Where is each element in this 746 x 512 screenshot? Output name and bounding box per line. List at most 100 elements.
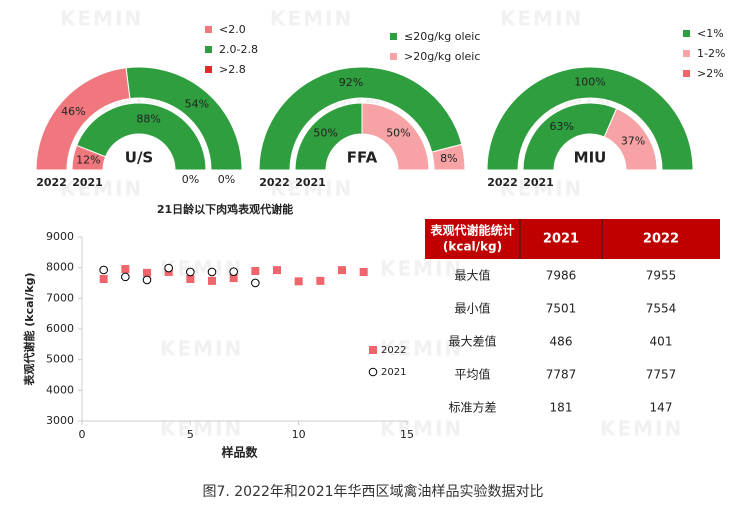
ring-label: 2021 bbox=[295, 176, 326, 189]
point bbox=[121, 265, 130, 274]
table-cell: 平均值 bbox=[454, 367, 490, 382]
value-label: 63% bbox=[549, 120, 573, 133]
value-label: 88% bbox=[136, 112, 160, 125]
legend-swatch bbox=[205, 26, 212, 33]
legend-swatch bbox=[683, 30, 690, 37]
chart-title: 21日龄以下肉鸡表观代谢能 bbox=[157, 202, 293, 216]
legend-label: <1% bbox=[697, 27, 724, 40]
gauge-segment bbox=[361, 102, 430, 171]
legend-swatch bbox=[390, 33, 397, 40]
point bbox=[251, 267, 260, 276]
legend-label: 1-2% bbox=[697, 47, 725, 60]
point bbox=[359, 267, 368, 276]
table-cell: 7554 bbox=[646, 302, 677, 316]
gauge-segment bbox=[258, 66, 463, 171]
point bbox=[294, 277, 303, 286]
value-label: 37% bbox=[621, 135, 645, 148]
y-tick-label: 7000 bbox=[46, 291, 74, 304]
y-tick-label: 5000 bbox=[46, 353, 74, 366]
table-cell: 最大值 bbox=[454, 268, 490, 283]
gauge-segment bbox=[486, 66, 694, 171]
legend-swatch bbox=[683, 50, 690, 57]
value-label: 0% bbox=[182, 173, 199, 186]
y-tick-label: 4000 bbox=[46, 383, 74, 396]
legend-label: ≤20g/kg oleic bbox=[404, 30, 480, 43]
y-tick-label: 9000 bbox=[46, 230, 74, 243]
legend-swatch bbox=[390, 53, 397, 60]
point bbox=[208, 276, 216, 285]
gauge-segment bbox=[76, 102, 207, 171]
caption: 图7. 2022年和2021年华西区域禽油样品实验数据对比 bbox=[202, 483, 543, 500]
table-cell: 7501 bbox=[546, 302, 577, 316]
value-label: 8% bbox=[440, 152, 457, 165]
legend-label: 2021 bbox=[381, 367, 406, 378]
table-header-bg bbox=[425, 219, 720, 259]
x-tick-label: 0 bbox=[79, 428, 86, 441]
table-header: 2022 bbox=[643, 232, 679, 247]
table-cell: 7955 bbox=[646, 269, 677, 283]
gauge-title: MIU bbox=[574, 149, 607, 167]
table-cell: 181 bbox=[550, 401, 573, 415]
watermark: KEMIN bbox=[600, 417, 683, 441]
watermark: KEMIN bbox=[500, 7, 583, 31]
x-tick-label: 5 bbox=[187, 428, 194, 441]
watermark: KEMIN bbox=[380, 417, 463, 441]
point bbox=[164, 263, 173, 273]
value-label: 50% bbox=[386, 127, 410, 140]
watermark: KEMIN bbox=[160, 337, 243, 361]
table-header: 表观代谢能统计 bbox=[429, 223, 514, 238]
ring-label: 2022 bbox=[36, 176, 67, 189]
table-header: (kcal/kg) bbox=[443, 240, 502, 254]
legend-swatch bbox=[368, 367, 378, 377]
y-tick-label: 3000 bbox=[46, 414, 74, 427]
watermark: KEMIN bbox=[60, 7, 143, 31]
table-header: 2021 bbox=[543, 232, 579, 247]
watermark: KEMIN bbox=[380, 257, 463, 281]
table-cell: 最小值 bbox=[454, 301, 490, 316]
watermark: KEMIN bbox=[160, 417, 243, 441]
legend-swatch bbox=[205, 46, 212, 53]
table-cell: 7757 bbox=[646, 368, 677, 382]
table-cell: 7986 bbox=[546, 269, 577, 283]
point bbox=[338, 266, 346, 275]
y-tick-label: 6000 bbox=[46, 322, 74, 335]
legend-swatch bbox=[683, 70, 690, 77]
point bbox=[316, 276, 325, 285]
point bbox=[142, 275, 152, 285]
point bbox=[186, 267, 195, 277]
watermark: KEMIN bbox=[500, 177, 583, 201]
watermark: KEMIN bbox=[380, 337, 463, 361]
value-label: 12% bbox=[76, 153, 100, 166]
legend-label: >20g/kg oleic bbox=[404, 50, 480, 63]
x-tick-label: 15 bbox=[400, 428, 414, 441]
y-tick-label: 8000 bbox=[46, 261, 74, 274]
value-label: 100% bbox=[574, 76, 605, 89]
y-axis-label: 表观代谢能 (kcal/kg) bbox=[22, 272, 36, 386]
point bbox=[121, 272, 130, 282]
gauge-segment bbox=[431, 143, 466, 171]
watermark: KEMIN bbox=[60, 177, 143, 201]
legend-label: 2.0-2.8 bbox=[219, 43, 258, 56]
point bbox=[207, 267, 217, 277]
point bbox=[143, 268, 151, 277]
gauge-segment bbox=[522, 102, 618, 171]
table-cell: 486 bbox=[550, 335, 573, 349]
gauge-title: FFA bbox=[347, 149, 378, 167]
ring-label: 2021 bbox=[72, 176, 103, 189]
watermark: KEMIN bbox=[270, 7, 353, 31]
gauge-title: U/S bbox=[125, 149, 153, 167]
watermark: KEMIN bbox=[160, 257, 243, 281]
point bbox=[273, 266, 281, 275]
legend-label: <2.0 bbox=[219, 23, 246, 36]
gauge-segment bbox=[603, 107, 658, 171]
legend-swatch bbox=[369, 346, 377, 354]
ring-label: 2022 bbox=[487, 176, 518, 189]
point bbox=[99, 275, 108, 284]
table-cell: 7787 bbox=[546, 368, 577, 382]
legend-label: 2022 bbox=[381, 345, 406, 356]
point bbox=[99, 265, 108, 275]
table-cell: 147 bbox=[650, 401, 673, 415]
table-cell: 标准方差 bbox=[448, 400, 496, 415]
legend-label: >2% bbox=[697, 67, 724, 80]
